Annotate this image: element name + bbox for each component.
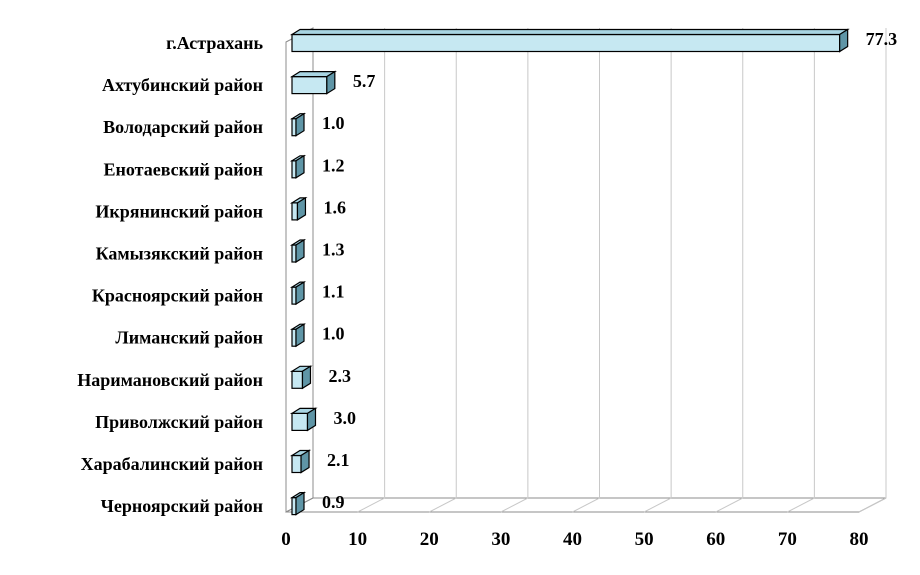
x-tick-label: 60: [706, 529, 725, 550]
bar-side: [295, 154, 305, 179]
bar-front: [291, 75, 328, 95]
bar: [289, 238, 307, 264]
bar: [289, 323, 307, 348]
bar-top: [289, 28, 850, 36]
chart-walls: [285, 27, 887, 513]
data-label: 5.7: [353, 71, 376, 91]
x-tick-label: 0: [281, 529, 291, 550]
bar: [289, 491, 307, 516]
floor-gridline-20: [429, 497, 457, 513]
x-tick-label: 50: [635, 529, 654, 550]
bar-side: [295, 112, 305, 137]
floor-gridline-50: [643, 497, 672, 513]
bar-side: [839, 28, 849, 53]
bar-side: [301, 365, 312, 390]
bar: [289, 112, 307, 137]
data-label: 2.1: [327, 450, 350, 470]
floor-gridline-80: [858, 497, 887, 513]
floor-gridline-60: [715, 497, 743, 513]
bar: [289, 449, 312, 474]
x-tick-labels: 0 10 20 30 40 50 60 70 80: [281, 529, 868, 550]
bar: [289, 365, 313, 390]
bar-side: [295, 323, 305, 348]
category-label: Черноярский район: [101, 496, 263, 516]
bar-side: [300, 449, 310, 474]
category-label: г.Астрахань: [166, 33, 263, 53]
category-label: Ахтубинский район: [102, 75, 263, 95]
x-tick-label: 20: [420, 529, 439, 550]
bars: [289, 28, 850, 516]
floor-gridline-70: [787, 497, 815, 513]
category-label: Харабалинский район: [81, 454, 263, 474]
data-label: 1.2: [322, 155, 345, 175]
bar: [289, 196, 308, 221]
bar-front: [291, 202, 299, 221]
bar-side: [295, 238, 305, 264]
bar-side: [295, 281, 305, 306]
bar: [289, 154, 307, 179]
grid-lines: [357, 28, 887, 513]
bar-side: [296, 196, 307, 221]
data-label: 3.0: [333, 408, 356, 428]
value-labels: 77.3 5.7 1.0 1.2 1.6 1.3 1.1 1.0 2.3 3.0 2.1 0.9: [322, 29, 897, 512]
data-label: 0.9: [322, 492, 345, 512]
category-labels: г.Астрахань Ахтубинский район Володарский …: [77, 33, 263, 516]
data-label: 1.0: [322, 324, 345, 344]
x-tick-label: 10: [348, 529, 367, 550]
floor-gridline-40: [572, 497, 600, 513]
category-label: Камызякский район: [96, 244, 263, 264]
data-label: 1.3: [322, 240, 345, 260]
category-label: Красноярский район: [92, 286, 263, 306]
x-tick-label: 80: [850, 529, 869, 550]
bar: [289, 28, 850, 53]
floor-gridline-30: [500, 497, 529, 513]
category-label: Наримановский район: [77, 370, 263, 390]
x-tick-label: 40: [563, 529, 582, 550]
category-label: Володарский район: [103, 117, 263, 137]
bar-side: [295, 491, 305, 516]
bar-front: [291, 412, 309, 431]
x-tick-label: 70: [778, 529, 797, 550]
bar-front: [291, 454, 302, 474]
data-label: 1.1: [322, 282, 345, 302]
floor-gridline-10: [357, 497, 385, 513]
category-label: Икрянинский район: [95, 201, 263, 221]
category-label: Лиманский район: [115, 328, 263, 348]
category-label: Енотаевский район: [104, 159, 264, 179]
bar: [289, 281, 307, 306]
data-label: 77.3: [866, 29, 898, 49]
data-label: 1.6: [323, 197, 346, 217]
bar: [289, 407, 318, 432]
bar-side: [326, 70, 336, 95]
bar-front: [291, 370, 304, 389]
bar: [289, 70, 337, 95]
data-label: 2.3: [328, 366, 351, 386]
category-label: Приволжский район: [95, 412, 263, 432]
x-tick-label: 30: [491, 529, 510, 550]
data-label: 1.0: [322, 113, 345, 133]
bar-side: [306, 407, 317, 432]
bar-front: [291, 33, 841, 53]
side-wall: [285, 27, 314, 513]
